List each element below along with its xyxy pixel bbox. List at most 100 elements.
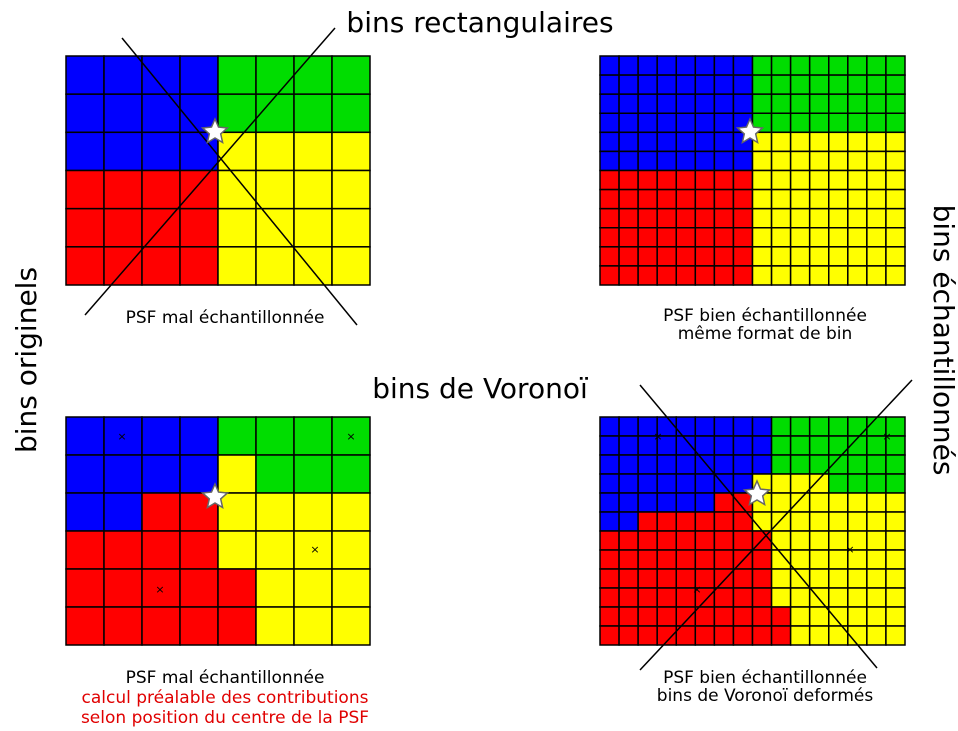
bin — [656, 568, 677, 589]
bin — [885, 169, 906, 191]
bin — [618, 74, 639, 95]
bin — [885, 511, 906, 532]
bin — [713, 169, 735, 191]
bin — [675, 511, 697, 532]
bin — [866, 112, 887, 134]
bin — [65, 169, 105, 210]
bin — [618, 150, 639, 172]
bin — [618, 511, 639, 532]
bin — [599, 93, 620, 114]
bin — [103, 93, 143, 134]
title-left: bins originels — [10, 267, 43, 453]
seed-mark: × — [117, 430, 126, 443]
bin — [255, 246, 295, 286]
bin — [885, 93, 906, 114]
bin — [885, 55, 906, 76]
bin — [141, 169, 181, 210]
bin — [255, 131, 295, 172]
bin — [789, 416, 811, 437]
bin — [331, 568, 371, 608]
bin — [637, 265, 658, 286]
bin — [808, 112, 830, 134]
caption: calcul préalable des contributions — [82, 688, 369, 708]
bin — [331, 416, 371, 456]
bin — [599, 74, 620, 95]
bin — [599, 207, 620, 229]
seed-mark: × — [692, 583, 701, 596]
psf-star — [742, 479, 772, 507]
bin — [808, 93, 830, 114]
bin — [293, 530, 333, 570]
bin — [732, 188, 754, 210]
bin — [866, 587, 887, 608]
bin — [713, 93, 735, 114]
bin — [618, 587, 639, 608]
title-right: bins échantillonnés — [927, 205, 958, 476]
bin — [618, 568, 639, 589]
bin — [751, 416, 773, 437]
bin — [828, 511, 849, 532]
bin — [732, 74, 754, 95]
bin — [618, 416, 639, 437]
bin — [293, 55, 333, 95]
bin — [770, 511, 792, 532]
bin — [751, 265, 773, 286]
bin — [694, 169, 716, 191]
bin — [217, 169, 257, 210]
bin — [675, 530, 697, 551]
caption: même format de bin — [678, 324, 853, 344]
bin — [866, 93, 887, 114]
bin — [694, 246, 716, 267]
bin — [789, 55, 811, 76]
bin — [808, 625, 830, 646]
bin — [866, 207, 887, 229]
bin — [255, 568, 295, 608]
bin — [694, 188, 716, 210]
bin — [694, 625, 716, 646]
bin — [732, 625, 754, 646]
bin — [675, 549, 697, 570]
bin — [179, 530, 219, 570]
bin — [770, 265, 792, 286]
bin — [751, 606, 773, 627]
bin — [675, 188, 697, 210]
bin — [885, 188, 906, 210]
bin — [732, 93, 754, 114]
bin — [599, 150, 620, 172]
bin — [103, 606, 143, 646]
bin — [103, 207, 143, 248]
bin — [656, 131, 677, 153]
bin — [599, 492, 620, 513]
bin — [866, 473, 887, 494]
bin — [217, 416, 257, 456]
bin — [770, 454, 792, 475]
bin — [637, 188, 658, 210]
bin — [808, 492, 830, 513]
bin — [293, 93, 333, 134]
bin — [217, 131, 257, 172]
bin — [675, 150, 697, 172]
bin — [770, 625, 792, 646]
bin — [217, 492, 257, 532]
bin — [789, 131, 811, 153]
bin — [866, 227, 887, 248]
bin — [828, 606, 849, 627]
bin — [217, 207, 257, 248]
bin — [618, 131, 639, 153]
bin — [637, 55, 658, 76]
bin — [828, 169, 849, 191]
bin — [866, 131, 887, 153]
bin — [217, 530, 257, 570]
bin — [885, 454, 906, 475]
bin — [866, 511, 887, 532]
bin — [847, 227, 868, 248]
bin — [713, 207, 735, 229]
caption: selon position du centre de la PSF — [81, 708, 369, 728]
seed-mark: × — [845, 543, 854, 556]
bin — [751, 188, 773, 210]
bin — [293, 169, 333, 210]
bin — [637, 169, 658, 191]
bin — [618, 55, 639, 76]
bin — [808, 265, 830, 286]
bin — [808, 207, 830, 229]
